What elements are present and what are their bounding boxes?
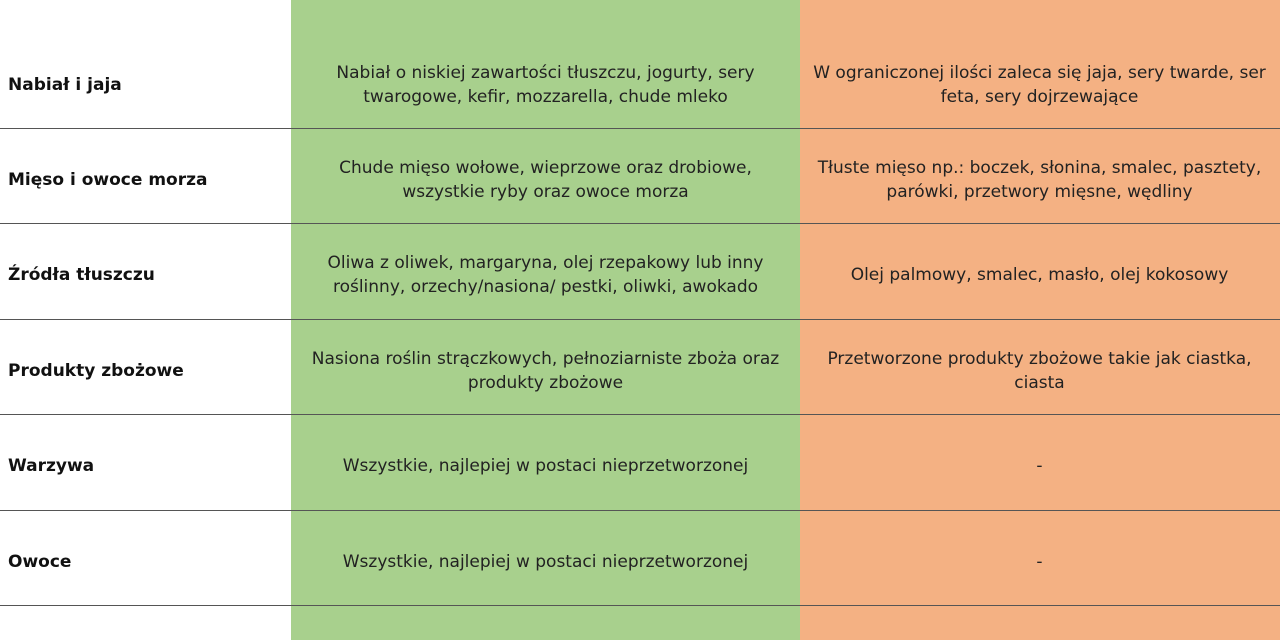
- row-divider: [0, 510, 1280, 511]
- recommended-column: [291, 0, 800, 640]
- table-row: Warzywa Wszystkie, najlepiej w postaci n…: [0, 418, 1280, 513]
- row-divider: [0, 414, 1280, 415]
- table-row: Źródła tłuszczu Oliwa z oliwek, margaryn…: [0, 227, 1280, 322]
- limited-text: W ograniczonej ilości zaleca się jaja, s…: [813, 62, 1266, 107]
- category-label: Źródła tłuszczu: [8, 264, 155, 285]
- table-row: Produkty zbożowe Nasiona roślin strączko…: [0, 323, 1280, 418]
- row-divider: [0, 319, 1280, 320]
- limited-column: [800, 0, 1280, 640]
- table-row: Nabiał i jaja Nabiał o niskiej zawartośc…: [0, 37, 1280, 132]
- recommended-text: Nabiał o niskiej zawartości tłuszczu, jo…: [336, 62, 755, 107]
- recommended-text: Nasiona roślin strączkowych, pełnoziarni…: [311, 348, 780, 393]
- category-label: Nabiał i jaja: [8, 74, 122, 95]
- table-row: Owoce Wszystkie, najlepiej w postaci nie…: [0, 514, 1280, 609]
- recommended-text: Chude mięso wołowe, wieprzowe oraz drobi…: [339, 157, 752, 202]
- recommended-text: Wszystkie, najlepiej w postaci nieprzetw…: [342, 455, 749, 476]
- row-divider: [0, 605, 1280, 606]
- row-divider: [0, 128, 1280, 129]
- limited-text: Olej palmowy, smalec, masło, olej kokoso…: [850, 264, 1229, 285]
- category-label: Owoce: [8, 551, 72, 572]
- limited-text: Przetworzone produkty zbożowe takie jak …: [827, 348, 1252, 393]
- row-divider: [0, 223, 1280, 224]
- limited-text: -: [1036, 455, 1043, 476]
- recommended-text: Wszystkie, najlepiej w postaci nieprzetw…: [342, 551, 749, 572]
- category-label: Warzywa: [8, 455, 95, 476]
- category-label: Produkty zbożowe: [8, 360, 184, 381]
- table-row: Mięso i owoce morza Chude mięso wołowe, …: [0, 132, 1280, 227]
- limited-text: Tłuste mięso np.: boczek, słonina, smale…: [817, 157, 1262, 202]
- category-label: Mięso i owoce morza: [8, 169, 208, 190]
- limited-text: -: [1036, 551, 1043, 572]
- recommended-text: Oliwa z oliwek, margaryna, olej rzepakow…: [327, 252, 764, 297]
